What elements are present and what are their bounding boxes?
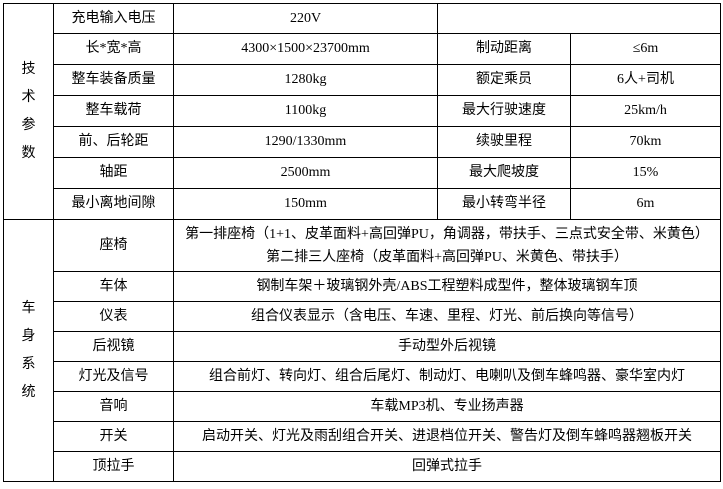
- spec-value: 钢制车架＋玻璃钢外壳/ABS工程塑料成型件，整体玻璃钢车顶: [173, 271, 721, 302]
- spec-label: 座椅: [53, 219, 174, 272]
- spec-value: 回弹式拉手: [173, 451, 721, 482]
- spec-label: 最大行驶速度: [437, 95, 571, 127]
- table-row: 轴距 2500mm 最大爬坡度 15%: [4, 157, 721, 189]
- spec-value: 1280kg: [173, 64, 438, 96]
- spec-label: 最大爬坡度: [437, 157, 571, 189]
- spec-label: 灯光及信号: [53, 361, 174, 392]
- spec-value: ≤6m: [570, 33, 721, 65]
- spec-label: 顶拉手: [53, 451, 174, 482]
- spec-value: 第一排座椅（1+1、皮革面料+高回弹PU，角调器，带扶手、三点式安全带、米黄色）…: [173, 219, 721, 272]
- spec-value: 车载MP3机、专业扬声器: [173, 391, 721, 422]
- spec-value: 220V: [173, 3, 438, 34]
- spec-value: 启动开关、灯光及雨刮组合开关、进退档位开关、警告灯及倒车蜂鸣器翘板开关: [173, 421, 721, 452]
- spec-label: 充电输入电压: [53, 3, 174, 34]
- spec-label: 整车装备质量: [53, 64, 174, 96]
- spec-label: 轴距: [53, 157, 174, 189]
- spec-value: 6人+司机: [570, 64, 721, 96]
- spec-label: 长*宽*高: [53, 33, 174, 65]
- spec-value: 组合前灯、转向灯、组合后尾灯、制动灯、电喇叭及倒车蜂鸣器、豪华室内灯: [173, 361, 721, 392]
- table-row: 车 身 系 统 座椅 第一排座椅（1+1、皮革面料+高回弹PU，角调器，带扶手、…: [3, 219, 721, 482]
- table-row: 车体 钢制车架＋玻璃钢外壳/ABS工程塑料成型件，整体玻璃钢车顶: [4, 271, 721, 302]
- table-row: 最小离地间隙 150mm 最小转弯半径 6m: [4, 188, 721, 220]
- spec-value: 2500mm: [173, 157, 438, 189]
- spec-value: 15%: [570, 157, 721, 189]
- table-row: 灯光及信号 组合前灯、转向灯、组合后尾灯、制动灯、电喇叭及倒车蜂鸣器、豪华室内灯: [4, 361, 721, 392]
- section-header-body-label: 车 身 系 统: [21, 300, 36, 400]
- section-header-tech: 技 术 参 数: [3, 3, 54, 220]
- spec-value: 150mm: [173, 188, 438, 220]
- spec-value: 1290/1330mm: [173, 126, 438, 158]
- spec-value: 组合仪表显示（含电压、车速、里程、灯光、前后换向等信号）: [173, 301, 721, 332]
- spec-label: 最小转弯半径: [437, 188, 571, 220]
- section-header-body: 车 身 系 统: [3, 219, 54, 482]
- section-header-tech-label: 技 术 参 数: [21, 61, 36, 161]
- spec-label: 开关: [53, 421, 174, 452]
- table-row: 开关 启动开关、灯光及雨刮组合开关、进退档位开关、警告灯及倒车蜂鸣器翘板开关: [4, 421, 721, 452]
- table-row: 技 术 参 数 充电输入电压 220V: [3, 3, 721, 220]
- table-row: 整车载荷 1100kg 最大行驶速度 25km/h: [4, 95, 721, 127]
- spec-label: 前、后轮距: [53, 126, 174, 158]
- spec-value: 70km: [570, 126, 721, 158]
- table-row: 音响 车载MP3机、专业扬声器: [4, 391, 721, 422]
- spec-label: 后视镜: [53, 331, 174, 362]
- spec-label: 额定乘员: [437, 64, 571, 96]
- spec-table: 技 术 参 数 充电输入电压 220V 长*宽*高 4300×1500×2370…: [3, 3, 721, 482]
- spec-label: 仪表: [53, 301, 174, 332]
- spec-label: 续驶里程: [437, 126, 571, 158]
- spec-value: 25km/h: [570, 95, 721, 127]
- table-row: 后视镜 手动型外后视镜: [4, 331, 721, 362]
- spec-label: 制动距离: [437, 33, 571, 65]
- table-row: 前、后轮距 1290/1330mm 续驶里程 70km: [4, 126, 721, 158]
- table-row: 顶拉手 回弹式拉手: [4, 451, 721, 482]
- spec-label: 最小离地间隙: [53, 188, 174, 220]
- spec-value-empty: [437, 3, 721, 34]
- spec-value: 手动型外后视镜: [173, 331, 721, 362]
- spec-value: 6m: [570, 188, 721, 220]
- spec-label: 整车载荷: [53, 95, 174, 127]
- spec-label: 车体: [53, 271, 174, 302]
- spec-label: 音响: [53, 391, 174, 422]
- table-row: 整车装备质量 1280kg 额定乘员 6人+司机: [4, 64, 721, 96]
- table-row: 长*宽*高 4300×1500×23700mm 制动距离 ≤6m: [4, 33, 721, 65]
- spec-value: 4300×1500×23700mm: [173, 33, 438, 65]
- table-row: 仪表 组合仪表显示（含电压、车速、里程、灯光、前后换向等信号）: [4, 301, 721, 332]
- spec-value: 1100kg: [173, 95, 438, 127]
